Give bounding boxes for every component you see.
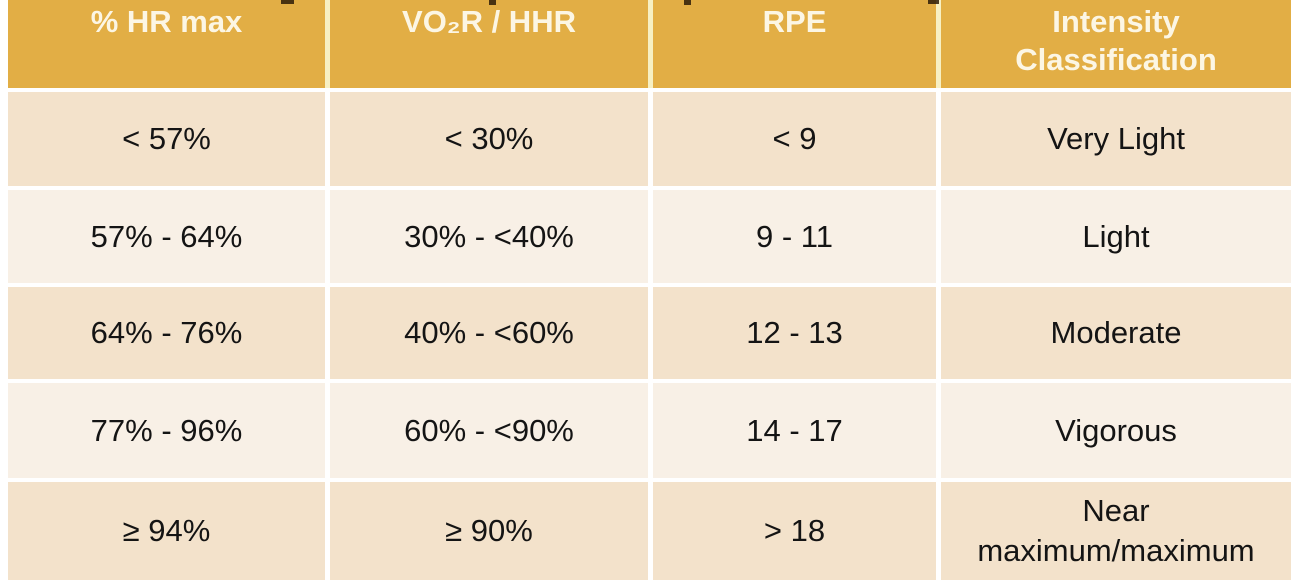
cell-hr-max-near-maximum: ≥ 94% [8,482,325,580]
cell-hr-max-vigorous: 77% - 96% [8,383,325,478]
intensity-classification-table: % HR max VO₂R / HHR RPE Intensity Classi… [8,0,1291,580]
cell-intensity-light: Light [941,190,1291,283]
column-header-intensity-classification: Intensity Classification [941,0,1291,88]
cell-vo2r-moderate: 40% - <60% [330,287,648,379]
cropped-text-artifact [684,0,691,5]
cell-vo2r-very-light: < 30% [330,92,648,186]
cell-rpe-near-maximum: > 18 [653,482,936,580]
cropped-text-artifact [928,0,939,4]
header-column-divider [936,0,941,88]
cell-intensity-very-light: Very Light [941,92,1291,186]
cropped-text-artifact [489,0,496,5]
cell-rpe-very-light: < 9 [653,92,936,186]
cell-vo2r-near-maximum: ≥ 90% [330,482,648,580]
cell-vo2r-light: 30% - <40% [330,190,648,283]
column-header-rpe: RPE [653,0,936,88]
cell-hr-max-very-light: < 57% [8,92,325,186]
cell-rpe-vigorous: 14 - 17 [653,383,936,478]
cell-intensity-moderate: Moderate [941,287,1291,379]
cropped-text-artifact [281,0,294,4]
column-header-vo2r-hhr: VO₂R / HHR [330,0,648,88]
cell-vo2r-vigorous: 60% - <90% [330,383,648,478]
column-header-hr-max: % HR max [8,0,325,88]
header-column-divider [648,0,653,88]
cell-intensity-near-maximum: Near maximum/maximum [941,482,1291,580]
cell-rpe-moderate: 12 - 13 [653,287,936,379]
cell-hr-max-moderate: 64% - 76% [8,287,325,379]
cell-rpe-light: 9 - 11 [653,190,936,283]
header-column-divider [325,0,330,88]
cell-intensity-vigorous: Vigorous [941,383,1291,478]
cell-hr-max-light: 57% - 64% [8,190,325,283]
